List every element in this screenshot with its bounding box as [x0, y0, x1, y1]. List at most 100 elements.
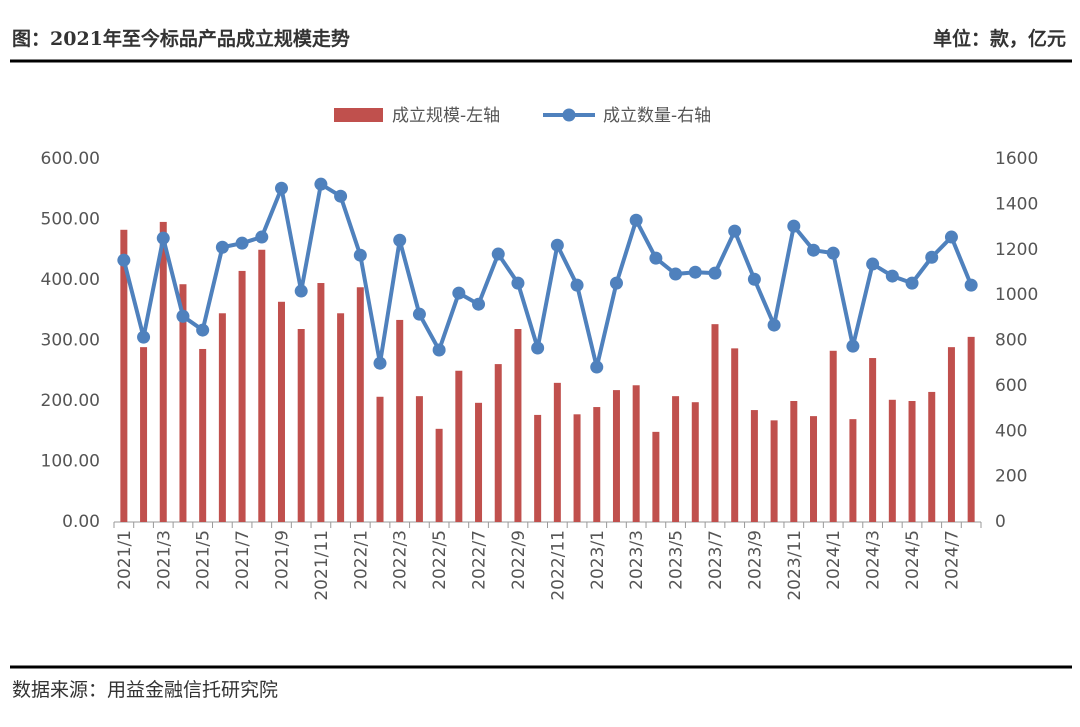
- bar: [396, 319, 404, 522]
- x-tick-label: 2022/7: [470, 530, 490, 590]
- y-tick-label: 200.00: [41, 391, 100, 411]
- line-marker: [531, 341, 545, 355]
- bar: [790, 401, 798, 522]
- legend-label: 成立数量-右轴: [603, 106, 711, 126]
- y2-tick-label: 1200: [995, 240, 1038, 260]
- line-marker: [373, 356, 387, 370]
- bar: [159, 221, 167, 523]
- line-marker: [826, 246, 840, 260]
- line-marker: [905, 276, 919, 290]
- bar: [534, 414, 542, 522]
- line-marker: [274, 181, 288, 195]
- line-marker: [550, 238, 564, 252]
- bar: [750, 410, 758, 522]
- bar: [672, 396, 680, 522]
- line-marker: [688, 265, 702, 279]
- x-tick-label: 2023/11: [785, 530, 805, 601]
- bar: [297, 329, 305, 522]
- line-marker: [511, 276, 525, 290]
- x-tick-label: 2024/5: [903, 530, 923, 590]
- bar: [415, 396, 423, 522]
- x-tick-label: 2021/3: [154, 530, 174, 590]
- y-tick-label: 500.00: [41, 210, 100, 230]
- line-marker: [215, 240, 229, 254]
- y-tick-label: 300.00: [41, 331, 100, 351]
- line-marker: [649, 251, 663, 265]
- line-marker: [353, 248, 367, 262]
- x-tick-label: 2023/7: [706, 530, 726, 590]
- x-tick-label: 2022/11: [548, 530, 568, 601]
- bar: [770, 420, 778, 522]
- bar: [908, 401, 916, 522]
- line-marker: [334, 189, 348, 203]
- line-marker: [787, 219, 801, 233]
- line-marker: [925, 250, 939, 264]
- bar: [120, 229, 128, 522]
- bar: [317, 283, 325, 522]
- bar: [632, 385, 640, 522]
- bar: [553, 382, 561, 522]
- bar: [849, 419, 857, 522]
- line-marker: [866, 257, 880, 271]
- legend-swatch: [562, 108, 576, 122]
- x-tick-label: 2023/1: [588, 530, 608, 590]
- line-marker: [255, 230, 269, 244]
- x-tick-label: 2022/9: [509, 530, 529, 590]
- line-marker: [708, 266, 722, 280]
- bar: [829, 350, 837, 522]
- bar: [238, 270, 246, 522]
- x-tick-label: 2021/11: [312, 530, 332, 601]
- bar: [888, 399, 896, 522]
- x-tick-label: 2022/1: [351, 530, 371, 590]
- y2-tick-label: 0: [995, 512, 1006, 532]
- x-tick-label: 2024/3: [864, 530, 884, 590]
- x-tick-label: 2021/9: [272, 530, 292, 590]
- line-marker: [117, 253, 131, 267]
- bar: [947, 347, 955, 522]
- bar: [356, 287, 364, 522]
- line-marker: [314, 177, 328, 191]
- legend-label: 成立规模-左轴: [392, 106, 500, 126]
- y2-tick-label: 600: [995, 376, 1027, 396]
- x-tick-label: 2021/7: [233, 530, 253, 590]
- y-tick-label: 0.00: [62, 512, 100, 532]
- line-marker: [747, 272, 761, 286]
- bar: [337, 313, 345, 522]
- line-marker: [728, 224, 742, 238]
- bar: [612, 390, 620, 522]
- bar: [514, 329, 522, 522]
- legend-swatch: [334, 108, 383, 122]
- chart-title: 图：2021年至今标品产品成立规模走势: [12, 27, 350, 50]
- bar: [652, 431, 660, 522]
- x-tick-label: 2021/1: [115, 530, 135, 590]
- line-marker: [846, 339, 860, 353]
- x-tick-label: 2024/7: [942, 530, 962, 590]
- bar: [593, 407, 601, 522]
- bar: [218, 313, 226, 522]
- bar: [967, 336, 975, 522]
- x-tick-label: 2023/5: [667, 530, 687, 590]
- bar: [810, 416, 818, 522]
- line-marker: [491, 247, 505, 261]
- x-tick-label: 2022/5: [430, 530, 450, 590]
- line-marker: [885, 269, 899, 283]
- line-marker: [452, 286, 466, 300]
- x-tick-label: 2023/9: [745, 530, 765, 590]
- bar: [475, 402, 483, 522]
- bar: [179, 284, 187, 522]
- y2-tick-label: 1000: [995, 285, 1038, 305]
- y-tick-label: 100.00: [41, 452, 100, 472]
- bar: [455, 370, 463, 522]
- line: [121, 182, 973, 370]
- bar: [376, 396, 384, 522]
- bar: [277, 301, 285, 522]
- line-marker: [944, 230, 958, 244]
- line-marker: [590, 360, 604, 374]
- y-tick-label: 600.00: [41, 149, 100, 169]
- line-marker: [412, 307, 426, 321]
- y2-tick-label: 1400: [995, 194, 1038, 214]
- line-marker: [570, 278, 584, 292]
- bar: [711, 324, 719, 522]
- y2-tick-label: 800: [995, 331, 1027, 351]
- source-note: 数据来源：用益金融信托研究院: [12, 679, 278, 701]
